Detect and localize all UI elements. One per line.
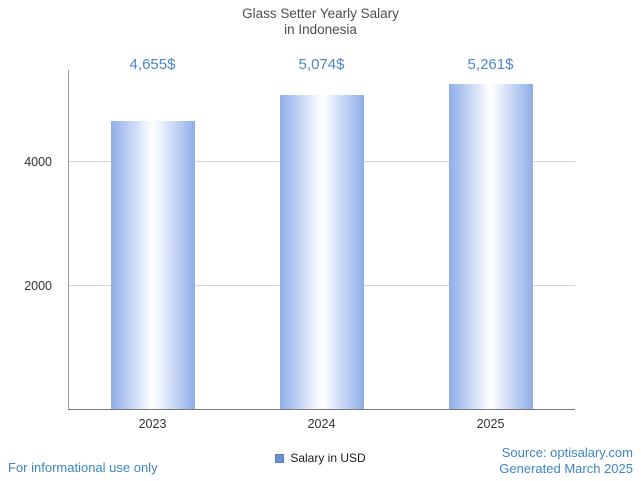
bar-value-labels: 4,655$ 5,074$ 5,261$ [68,56,575,76]
legend: Salary in USD [0,451,641,465]
disclaimer-text: For informational use only [8,460,158,475]
bar-2025 [448,83,533,410]
bar-value-label: 5,261$ [467,56,514,73]
bar-value-label: 4,655$ [129,56,176,73]
bar-2023 [110,121,195,410]
source-block: Source: optisalary.com Generated March 2… [499,445,633,477]
y-axis-tick-label: 2000 [24,278,52,293]
bar-2024 [279,95,364,410]
legend-label: Salary in USD [290,451,366,465]
legend-swatch-icon [275,453,285,463]
x-axis-line [68,409,575,410]
x-axis-labels: 2023 2024 2025 [68,417,575,433]
y-axis-line [68,70,69,410]
x-axis-tick-label: 2023 [138,417,167,431]
generated-date: Generated March 2025 [499,461,633,476]
source-link[interactable]: Source: optisalary.com [501,445,633,460]
x-axis-tick-label: 2024 [307,417,336,431]
chart-title-line2: in Indonesia [284,22,357,37]
chart-title-line1: Glass Setter Yearly Salary [242,6,399,21]
chart-title: Glass Setter Yearly Salary in Indonesia [0,6,641,38]
x-axis-tick-label: 2025 [476,417,505,431]
y-axis-tick-label: 4000 [24,154,52,169]
bar-value-label: 5,074$ [298,56,345,73]
plot-area [68,70,575,410]
y-axis-labels: 2000 4000 [0,70,60,410]
